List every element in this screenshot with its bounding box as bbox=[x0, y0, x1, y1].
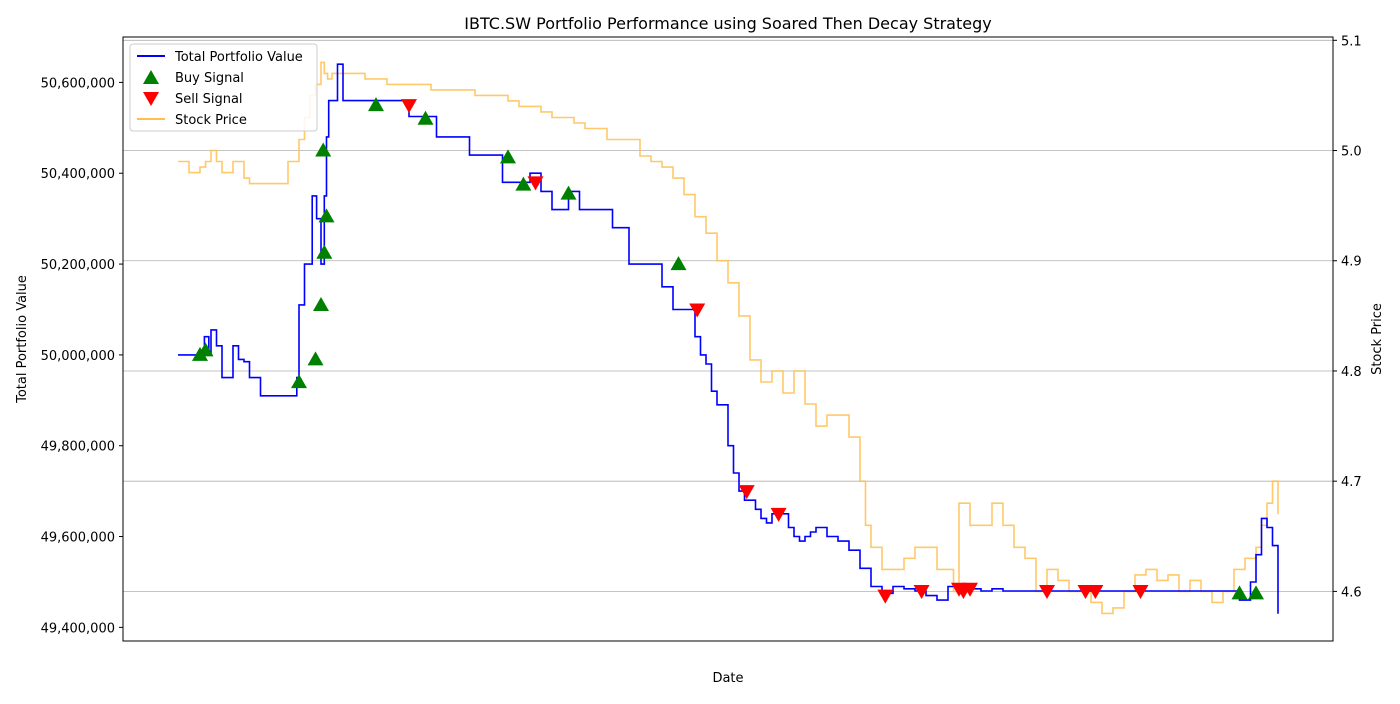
left-axis-ticks: 49,400,000 49,600,000 49,800,000 50,000,000… bbox=[41, 76, 123, 636]
buy-signal-marker bbox=[1231, 585, 1248, 600]
left-tick-label: 49,800,000 bbox=[41, 440, 115, 455]
sell-signal-marker bbox=[770, 507, 787, 522]
legend-buy-label: Buy Signal bbox=[175, 71, 244, 86]
sell-signal-marker bbox=[401, 99, 417, 114]
right-axis-label: Stock Price bbox=[1370, 303, 1385, 375]
buy-signal-marker bbox=[500, 149, 516, 164]
sell-signal-marker bbox=[689, 303, 706, 318]
buy-signal-marker bbox=[515, 176, 532, 191]
sell-signal-marker bbox=[527, 176, 544, 191]
buy-signal-marker bbox=[368, 97, 384, 112]
sell-signal-marker bbox=[962, 582, 978, 597]
legend-buy-swatch bbox=[143, 70, 159, 84]
chart-title: IBTC.SW Portfolio Performance using Soar… bbox=[464, 14, 991, 33]
right-axis-ticks: 4.6 4.7 4.8 4.9 5.0 5.1 bbox=[1333, 34, 1362, 600]
stock-price-layer bbox=[178, 61, 1279, 615]
legend: Total Portfolio Value Buy Signal Sell Si… bbox=[129, 43, 318, 132]
x-axis-label: Date bbox=[712, 671, 743, 686]
legend-sell-swatch bbox=[143, 92, 159, 106]
right-tick-label: 4.7 bbox=[1341, 475, 1362, 490]
stock-price-line bbox=[178, 61, 1279, 615]
left-tick-label: 49,400,000 bbox=[41, 621, 115, 636]
buy-signal-marker bbox=[315, 142, 332, 157]
plot-frame bbox=[122, 36, 1334, 642]
right-tick-label: 4.6 bbox=[1341, 585, 1362, 600]
buy-signal-marker bbox=[1248, 585, 1264, 600]
left-tick-label: 50,400,000 bbox=[41, 167, 115, 182]
sell-signal-marker bbox=[1087, 585, 1104, 600]
right-tick-label: 5.1 bbox=[1341, 34, 1362, 49]
sell-signal-marker bbox=[913, 585, 930, 600]
sell-signal-marker bbox=[738, 485, 755, 500]
sell-signal-marker bbox=[1132, 585, 1149, 600]
buy-signal-marker bbox=[197, 342, 214, 357]
buy-signal-marker bbox=[316, 244, 333, 259]
left-tick-label: 50,200,000 bbox=[41, 258, 115, 273]
left-tick-label: 49,600,000 bbox=[41, 531, 115, 546]
buy-signal-marker bbox=[313, 296, 329, 311]
legend-sell-label: Sell Signal bbox=[175, 92, 243, 107]
legend-portfolio-label: Total Portfolio Value bbox=[174, 50, 303, 65]
buy-signal-marker bbox=[318, 208, 335, 223]
right-tick-label: 5.0 bbox=[1341, 145, 1362, 160]
right-tick-label: 4.9 bbox=[1341, 255, 1362, 270]
buy-signal-marker bbox=[670, 256, 687, 271]
sell-signal-marker bbox=[877, 589, 894, 604]
buy-signal-marker bbox=[560, 185, 577, 200]
buy-signal-marker bbox=[291, 374, 307, 389]
left-axis-label: Total Portfolio Value bbox=[15, 275, 30, 404]
buy-signal-marker bbox=[417, 110, 434, 125]
right-tick-label: 4.8 bbox=[1341, 365, 1362, 380]
legend-box bbox=[129, 43, 318, 132]
left-tick-label: 50,000,000 bbox=[41, 349, 115, 364]
signal-markers bbox=[192, 97, 1264, 604]
left-tick-label: 50,600,000 bbox=[41, 76, 115, 91]
buy-signal-marker bbox=[307, 351, 324, 366]
sell-signal-marker bbox=[1039, 585, 1055, 600]
legend-stock-label: Stock Price bbox=[175, 113, 247, 128]
